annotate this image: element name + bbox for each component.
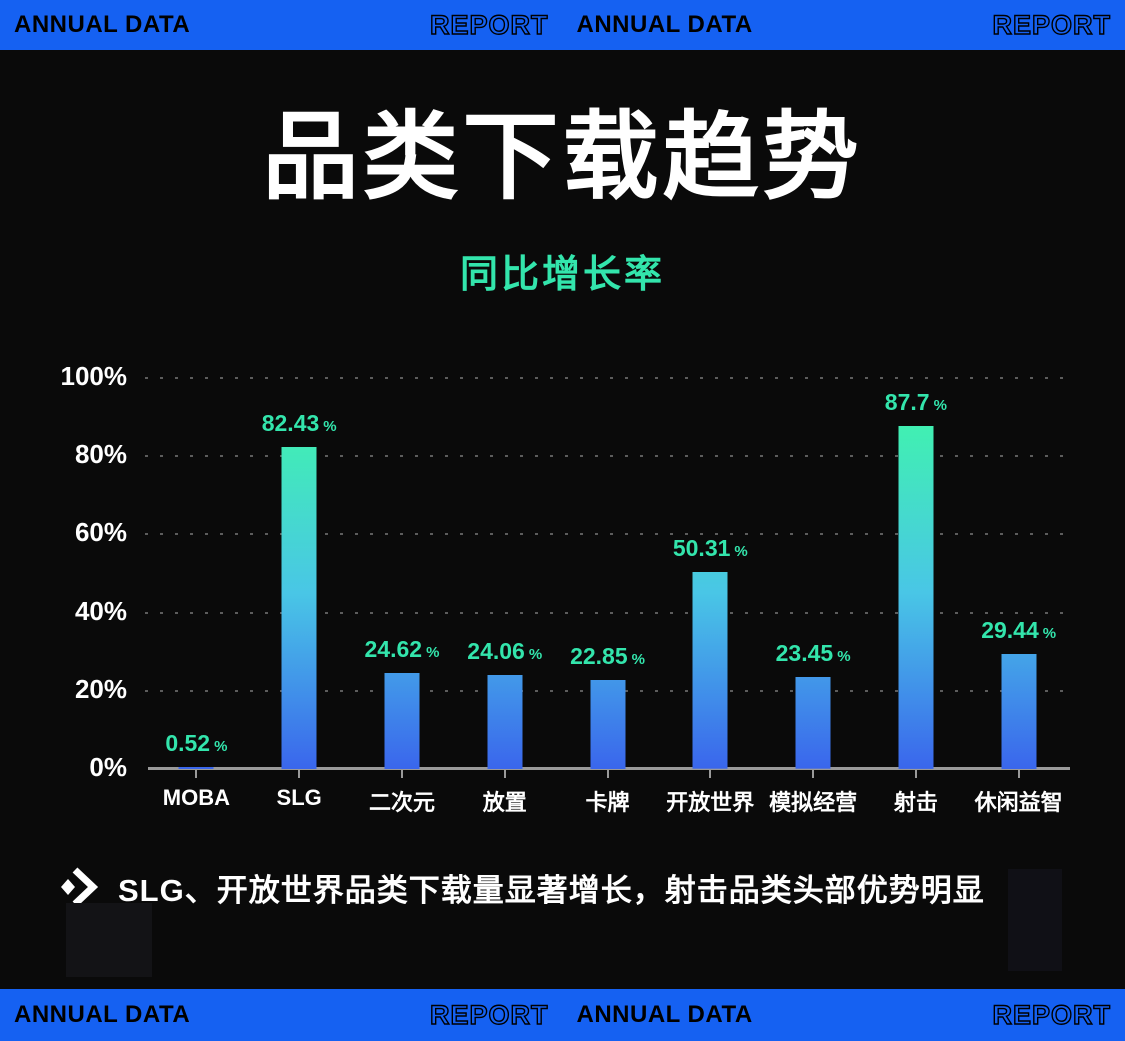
value-label-射击: 87.7% [884,389,947,416]
value-label-MOBA: 0.52% [165,729,228,756]
category-label-二次元: 二次元 [368,790,435,815]
top-banner: ANNUAL DATA REPORT ANNUAL DATA REPORT [0,0,1125,50]
gridline-100 [145,377,1070,379]
banner-group: ANNUAL DATA REPORT [563,0,1125,50]
banner-report-text: REPORT [429,9,549,40]
bar-模拟经营 [795,677,831,769]
bar-MOBA [178,766,214,769]
y-axis-tick-label: 20% [74,673,127,704]
value-label-二次元: 24.62% [364,635,440,662]
category-label-卡牌: 卡牌 [585,790,630,815]
x-axis-tick [914,770,917,778]
bar-column-射击: 87.7% 射击 [864,378,967,815]
bar-column-二次元: 24.62% 二次元 [351,378,454,815]
insight-note: SLG、开放世界品类下载量显著增长，射击品类头部优势明显 [58,864,1095,910]
page-subtitle: 同比增长率 [459,254,665,296]
bar-column-SLG: 82.43% SLG [248,378,351,810]
value-label-休闲益智: 29.44% [981,616,1057,643]
gridline-80 [145,455,1070,458]
gridline-60 [145,533,1070,536]
insight-note-text: SLG、开放世界品类下载量显著增长，射击品类头部优势明显 [118,872,985,908]
banner-brand-text: ANNUAL DATA [576,1001,753,1028]
banner-group: ANNUAL DATA REPORT [0,0,563,50]
x-axis-tick [812,770,815,778]
bar-二次元 [384,672,420,769]
bar-休闲益智 [1001,653,1037,769]
bar-column-放置: 24.06% 放置 [453,378,556,815]
bar-column-MOBA: 0.52% MOBA [145,378,248,810]
y-axis-tick-label: 40% [74,595,127,626]
banner-brand-text: ANNUAL DATA [14,1001,191,1028]
bar-放置 [487,674,523,769]
bar-SLG [281,446,317,769]
y-axis-tick-label: 0% [89,752,127,782]
bar-卡牌 [590,679,626,769]
banner-report-text: REPORT [992,999,1111,1030]
bar-开放世界 [692,572,728,769]
x-axis-tick [400,770,403,778]
y-axis-tick-label: 100% [60,361,128,391]
bar-columns: 0.52% MOBA 82.43% SLG 24.62% 二次元 24.06% 放置 22.85… [145,378,1070,815]
banner-group: ANNUAL DATA REPORT [563,989,1125,1041]
x-axis-tick [298,770,301,778]
value-label-开放世界: 50.31% [672,535,748,562]
bar-射击 [898,426,934,769]
value-label-SLG: 82.43% [261,409,337,436]
page-title: 品类下载趋势 [262,104,863,211]
y-axis-tick-label: 60% [74,517,127,548]
category-label-SLG: SLG [276,785,322,810]
banner-brand-text: ANNUAL DATA [576,11,753,38]
category-label-放置: 放置 [482,790,527,815]
bar-chart: 0% 20% 40% 60% 80% 100% 0.52% MOBA 82.43% SLG 24.… [61,361,1070,815]
banner-report-text: REPORT [992,9,1111,40]
decor-block [66,903,152,977]
x-axis-tick [195,770,198,778]
x-axis-tick [606,770,609,778]
bar-column-休闲益智: 29.44% 休闲益智 [967,378,1070,815]
y-axis-tick-label: 80% [74,439,127,470]
x-axis-tick [503,770,506,778]
banner-group: ANNUAL DATA REPORT [0,989,563,1041]
banner-report-text: REPORT [429,999,549,1030]
value-label-放置: 24.06% [467,637,543,664]
bottom-banner: ANNUAL DATA REPORT ANNUAL DATA REPORT [0,989,1125,1041]
category-label-开放世界: 开放世界 [666,790,755,815]
decor-block [1008,869,1062,971]
diamond-arrow-icon [61,867,99,907]
bar-column-卡牌: 22.85% 卡牌 [556,378,659,815]
x-axis-tick [1017,770,1020,778]
category-label-模拟经营: 模拟经营 [769,790,858,815]
category-label-射击: 射击 [893,790,938,815]
bar-column-开放世界: 50.31% 开放世界 [659,378,762,815]
category-label-休闲益智: 休闲益智 [974,790,1063,815]
value-label-模拟经营: 23.45% [775,640,851,667]
x-axis-tick [709,770,712,778]
banner-brand-text: ANNUAL DATA [14,11,191,38]
value-label-卡牌: 22.85% [570,642,645,669]
category-label-MOBA: MOBA [162,785,230,810]
gridline-40 [145,611,1070,614]
bar-column-模拟经营: 23.45% 模拟经营 [762,378,865,815]
